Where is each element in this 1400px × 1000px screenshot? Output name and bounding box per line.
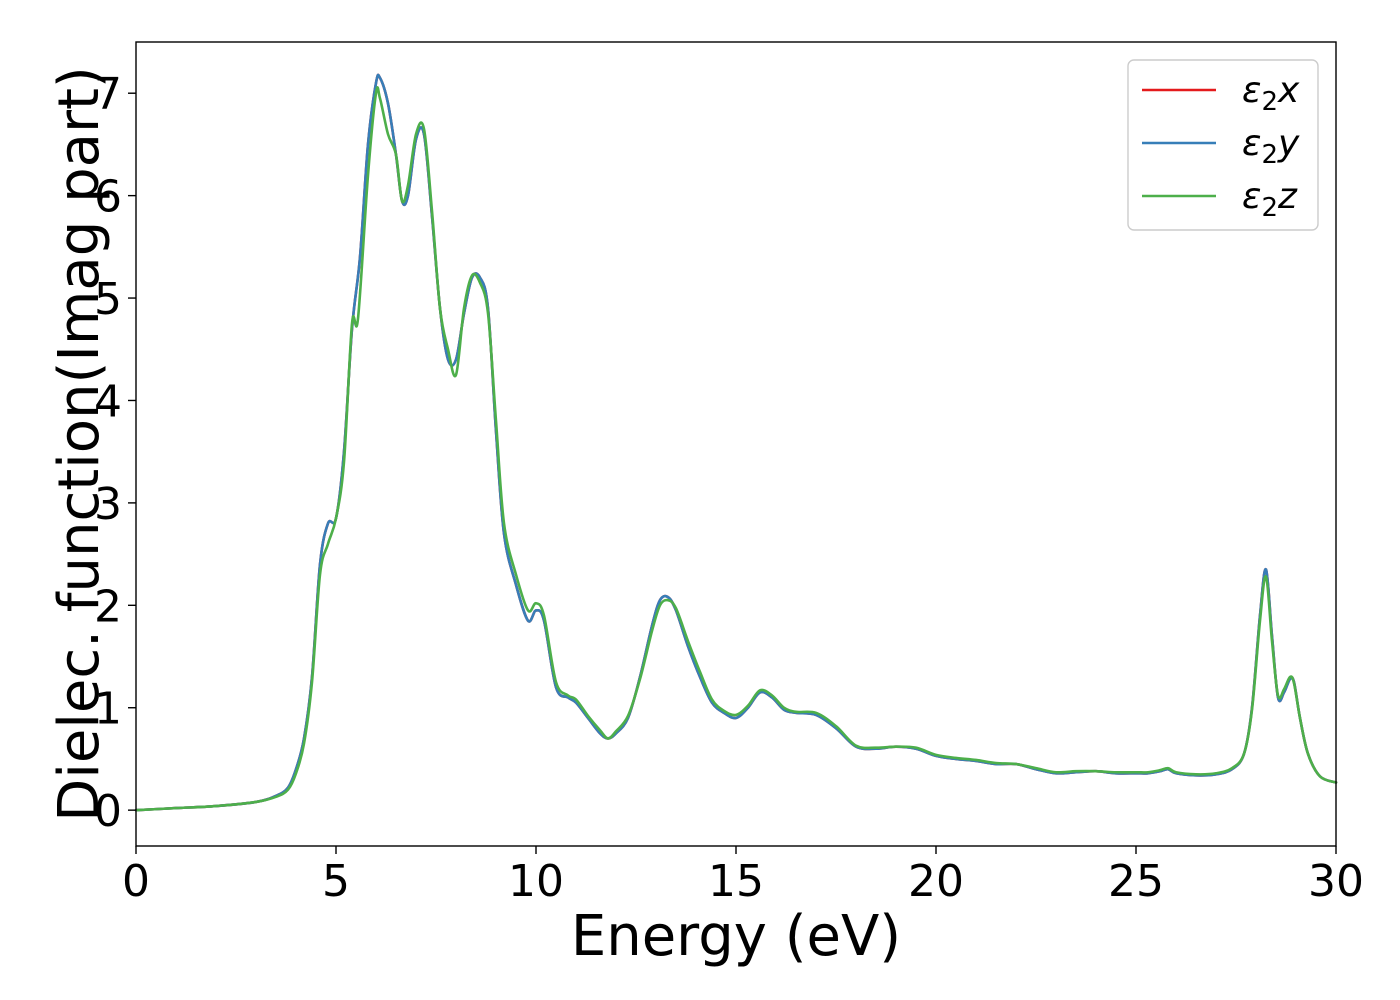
legend-label-base: ε [1242, 123, 1261, 164]
y-tick-label: 2 [94, 581, 122, 632]
x-tick-label: 10 [508, 856, 564, 907]
legend-label-variable: y [1277, 123, 1300, 164]
axis-ticks: 0 5 10 15 20 25 30 0 1 2 3 4 5 6 7 [94, 69, 1364, 907]
y-tick-label: 0 [94, 786, 122, 837]
legend-box [1127, 59, 1319, 231]
legend-label-subscript: 2 [1261, 140, 1278, 170]
y-axis-label: Dielec. function(Imag part) [47, 66, 112, 822]
series-line-z [134, 86, 1338, 812]
legend-label-y: ε2y [1242, 123, 1300, 170]
y-tick-label: 3 [94, 479, 122, 530]
x-tick-label: 0 [122, 856, 150, 907]
y-tick-label: 1 [94, 684, 122, 735]
x-tick-label: 30 [1308, 856, 1364, 907]
y-tick-label: 7 [94, 69, 122, 120]
x-axis-label: Energy (eV) [571, 904, 901, 969]
x-tick-label: 15 [708, 856, 764, 907]
legend-label-x: ε2x [1242, 70, 1300, 117]
legend-label-subscript: 2 [1261, 193, 1278, 223]
y-tick-label: 5 [94, 274, 122, 325]
series-layer [134, 73, 1338, 812]
legend-label-variable: x [1277, 70, 1300, 111]
x-tick-label: 20 [908, 856, 964, 907]
y-tick-label: 6 [94, 172, 122, 223]
legend-label-variable: z [1277, 176, 1298, 217]
x-tick-label: 5 [322, 856, 350, 907]
legend-label-base: ε [1242, 70, 1261, 111]
x-tick-label: 25 [1108, 856, 1164, 907]
legend-label-z: ε2z [1242, 176, 1298, 223]
legend-label-subscript: 2 [1261, 87, 1278, 117]
legend-label-base: ε [1242, 176, 1261, 217]
y-tick-label: 4 [94, 376, 122, 427]
